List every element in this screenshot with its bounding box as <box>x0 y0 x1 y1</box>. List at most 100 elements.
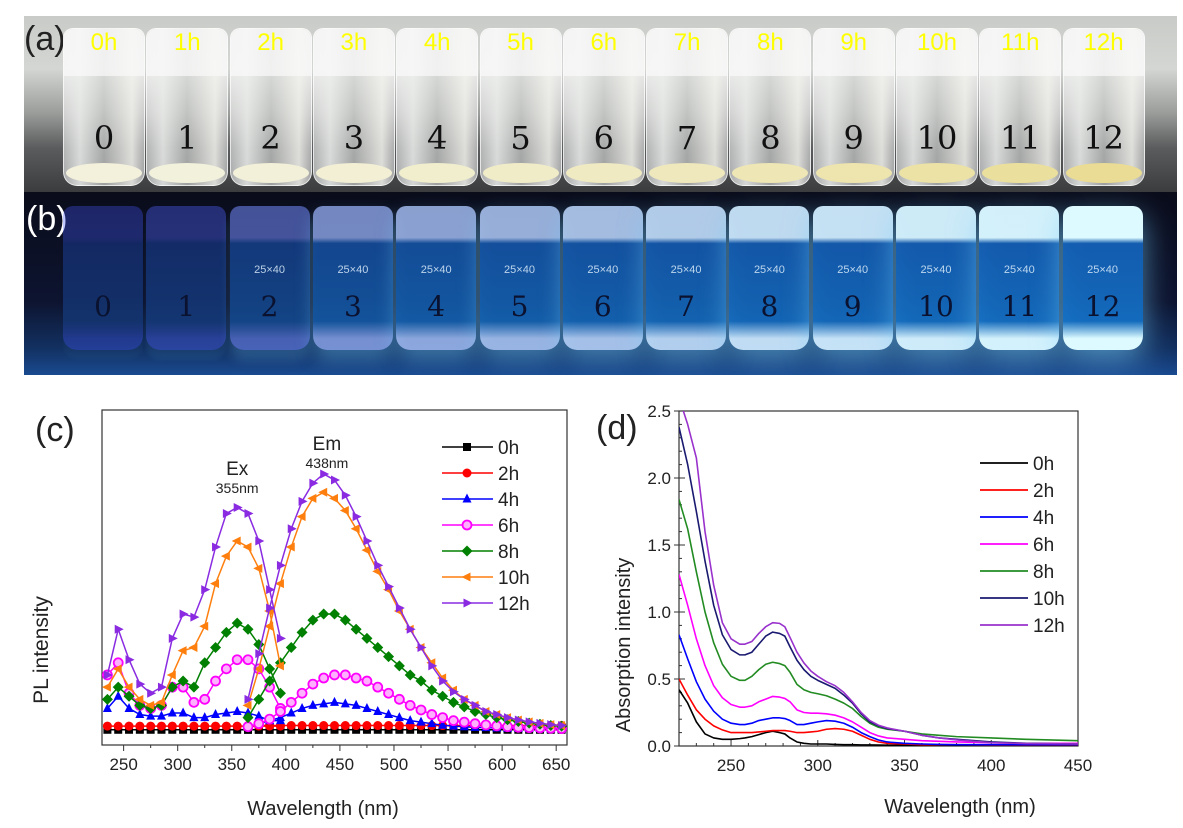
y-tick-label: 2.5 <box>647 402 671 421</box>
data-point <box>221 721 231 731</box>
data-point <box>296 512 306 522</box>
data-point <box>287 524 297 534</box>
data-point <box>525 717 535 727</box>
data-point <box>155 699 167 711</box>
vial-neck <box>980 29 1061 76</box>
data-point <box>330 721 339 731</box>
data-point <box>372 642 384 654</box>
data-point <box>188 681 200 693</box>
data-point <box>242 623 254 635</box>
data-point <box>394 721 404 731</box>
data-point <box>274 579 284 589</box>
panel-label-c: (c) <box>35 411 75 449</box>
data-point <box>231 617 243 629</box>
x-axis-label: Wavelength (nm) <box>247 798 399 820</box>
vial-number: 3 <box>343 119 365 158</box>
photo-panel-b: (b) 0 1 2 25×40 3 25×40 4 25×40 5 25×40 6 25×40 7 25×… <box>24 192 1177 375</box>
data-point <box>112 664 122 674</box>
vial-neck <box>313 29 394 76</box>
data-point <box>134 694 144 704</box>
legend-marker <box>463 598 473 608</box>
data-point <box>177 646 187 656</box>
data-point <box>384 721 394 731</box>
data-point <box>125 655 135 665</box>
data-point <box>274 687 286 699</box>
data-point <box>253 718 265 730</box>
data-point <box>428 661 438 671</box>
time-label: 10h <box>916 29 958 56</box>
x-tick-label: 400 <box>977 756 1005 775</box>
vial-neck <box>730 29 811 76</box>
data-point <box>264 675 276 687</box>
data-point <box>242 654 254 666</box>
vial: 4h 4 <box>396 28 479 186</box>
legend-label: 8h <box>498 542 519 563</box>
data-point <box>329 608 340 620</box>
data-point <box>136 679 146 689</box>
data-point <box>297 721 307 731</box>
data-point <box>395 603 405 613</box>
data-point <box>296 687 308 699</box>
vial-number: 4 <box>427 289 446 323</box>
data-point <box>167 721 177 731</box>
vial-base <box>232 163 309 183</box>
data-point <box>124 702 134 712</box>
panel-label-d: (d) <box>596 409 638 447</box>
data-point <box>275 706 286 717</box>
data-point <box>220 551 230 561</box>
vial-print: 25×40 <box>753 263 785 276</box>
data-point <box>372 681 384 693</box>
data-point <box>101 682 111 692</box>
data-point <box>415 704 427 716</box>
data-point <box>383 651 395 663</box>
data-point <box>276 560 286 570</box>
x-tick-label: 650 <box>542 755 570 774</box>
data-point <box>264 713 276 725</box>
data-point <box>146 710 156 720</box>
data-point <box>168 633 178 643</box>
data-point <box>449 687 459 697</box>
vial-number: 12 <box>1084 289 1121 323</box>
legend-marker <box>463 443 471 451</box>
vial: 7h 7 <box>646 28 729 186</box>
data-point <box>189 721 199 731</box>
data-point <box>188 696 200 708</box>
x-tick-label: 250 <box>109 755 137 774</box>
data-point <box>393 693 405 705</box>
data-point <box>242 712 254 724</box>
data-point <box>404 700 416 711</box>
data-point <box>123 682 133 692</box>
x-tick-label: 450 <box>326 755 354 774</box>
series-12h <box>103 469 568 731</box>
data-point <box>318 487 328 497</box>
data-point <box>253 664 263 674</box>
photo-panel-a: (a) 0h 0 1h 1 2h 2 3h 3 4h 4 5h 5 6h 6 7h 7 8h 8 9h 9 10h 10 1… <box>24 16 1177 192</box>
vial-uv: 0 <box>63 206 143 350</box>
legend-label: 6h <box>498 516 519 537</box>
vial-uv: 4 25×40 <box>396 206 477 350</box>
vial-base <box>149 163 226 183</box>
y-tick-label: 1.0 <box>647 603 671 622</box>
data-point <box>351 699 361 709</box>
data-point <box>210 579 220 589</box>
data-point <box>329 669 340 681</box>
vial-uv: 8 25×40 <box>729 206 810 350</box>
data-point <box>469 718 481 730</box>
data-point <box>298 496 308 506</box>
data-point <box>145 700 155 710</box>
legend-label: 12h <box>498 594 530 615</box>
series-line-em <box>247 613 562 727</box>
vial-neck <box>1063 29 1144 76</box>
data-point <box>405 715 415 725</box>
data-point <box>394 712 404 722</box>
time-label: 11h <box>1001 29 1040 56</box>
time-label: 4h <box>423 29 451 56</box>
data-point <box>231 654 243 666</box>
annotation-title: Ex <box>226 459 249 480</box>
plot-frame <box>101 409 568 746</box>
data-point <box>373 721 383 731</box>
data-point <box>297 702 307 712</box>
data-point <box>286 721 296 731</box>
data-point <box>339 669 351 681</box>
y-axis-label: Absorption intensity <box>613 558 635 733</box>
